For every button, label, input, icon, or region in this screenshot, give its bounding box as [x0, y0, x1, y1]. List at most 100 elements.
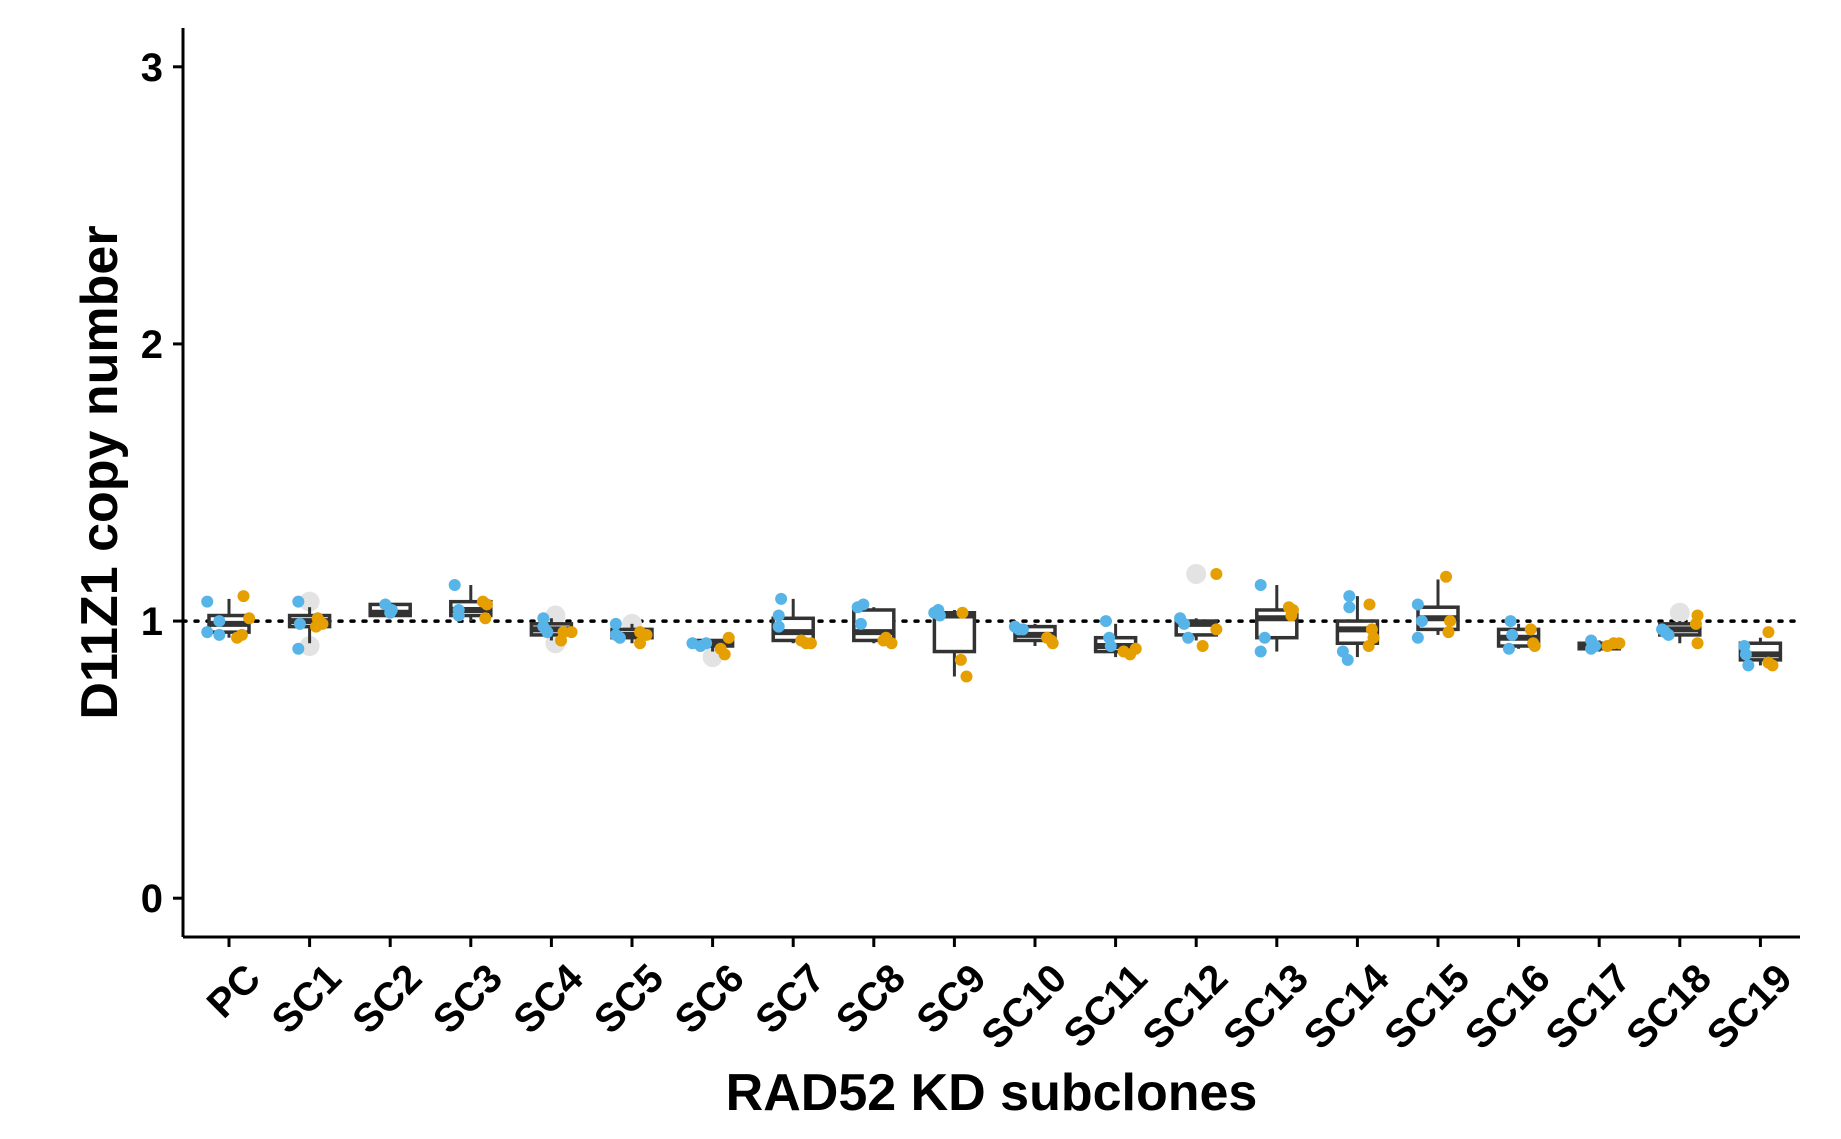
point-series-a: [452, 609, 465, 622]
point-series-a: [1742, 659, 1755, 672]
point-series-b: [237, 590, 250, 603]
point-series-b: [1527, 637, 1540, 650]
y-tick-label: 0: [141, 877, 163, 921]
point-series-b: [310, 620, 323, 633]
point-series-a: [292, 642, 305, 655]
point-series-b: [555, 634, 568, 647]
point-series-b: [480, 598, 493, 611]
point-series-a: [933, 609, 946, 622]
point-series-b: [804, 637, 817, 650]
point-series-a: [1504, 615, 1517, 628]
axes-layer: [181, 28, 1800, 939]
point-series-b: [1691, 637, 1704, 650]
point-series-b: [1129, 642, 1142, 655]
point-series-a: [384, 606, 397, 619]
box-SC9: [932, 609, 977, 677]
point-series-b: [1196, 640, 1209, 653]
x-tick-label: SC13: [1215, 956, 1317, 1058]
x-tick-label: SC2: [344, 956, 430, 1042]
outlier-point: [299, 636, 320, 657]
point-series-b: [1362, 640, 1375, 653]
point-series-a: [1343, 590, 1356, 603]
point-series-b: [640, 628, 653, 641]
point-series-b: [243, 612, 256, 625]
x-tick-label: SC14: [1296, 956, 1398, 1058]
point-series-b: [1689, 617, 1702, 630]
point-series-a: [1178, 617, 1191, 630]
point-series-a: [1415, 615, 1428, 628]
x-tick-label: SC16: [1457, 956, 1559, 1058]
x-tick-label: SC11: [1055, 956, 1155, 1056]
point-series-b: [960, 670, 973, 683]
point-series-a: [213, 615, 226, 628]
point-series-b: [718, 648, 731, 661]
y-axis-title: D11Z1 copy number: [71, 225, 129, 719]
point-series-a: [1254, 579, 1267, 592]
x-tick-label: SC3: [425, 956, 511, 1042]
point-series-a: [213, 628, 226, 641]
point-series-a: [609, 617, 622, 630]
point-series-b: [1613, 637, 1626, 650]
point-series-b: [1210, 623, 1223, 636]
x-ticks-layer: PCSC1SC2SC3SC4SC5SC6SC7SC8SC9SC10SC11SC1…: [199, 937, 1801, 1058]
point-series-a: [293, 617, 306, 630]
x-tick-label: SC18: [1618, 956, 1720, 1058]
x-tick-label: SC10: [973, 956, 1075, 1058]
x-tick-label: SC8: [828, 956, 914, 1042]
point-series-a: [1258, 631, 1271, 644]
point-series-a: [1411, 631, 1424, 644]
x-tick-label: SC6: [667, 956, 753, 1042]
y-tick-label: 3: [141, 46, 163, 90]
x-tick-label: SC7: [747, 956, 833, 1042]
point-series-a: [1341, 653, 1354, 666]
x-tick-label: SC15: [1376, 956, 1478, 1058]
point-series-a: [292, 595, 305, 608]
point-series-b: [722, 631, 735, 644]
point-series-b: [479, 612, 492, 625]
point-series-b: [565, 626, 578, 639]
point-series-a: [1343, 601, 1356, 614]
point-series-b: [634, 637, 647, 650]
point-series-b: [1444, 615, 1457, 628]
point-series-b: [1285, 609, 1298, 622]
point-series-a: [537, 612, 550, 625]
point-series-b: [1440, 570, 1453, 583]
point-series-a: [1182, 631, 1195, 644]
point-series-a: [772, 609, 785, 622]
point-series-b: [877, 634, 890, 647]
x-tick-label: SC1: [264, 956, 350, 1042]
point-series-a: [541, 626, 554, 639]
point-series-b: [956, 606, 969, 619]
point-series-a: [1104, 640, 1117, 653]
point-series-b: [231, 631, 244, 644]
x-tick-label: PC: [199, 956, 269, 1026]
outlier-points-layer: [299, 563, 1690, 668]
point-series-b: [1766, 659, 1779, 672]
x-tick-label: SC5: [586, 956, 672, 1042]
point-series-a: [775, 592, 788, 605]
outlier-point: [299, 591, 320, 612]
series-a-points-layer: [201, 579, 1755, 672]
x-axis-title: RAD52 KD subclones: [726, 1064, 1258, 1122]
point-series-a: [613, 631, 626, 644]
point-series-a: [1662, 628, 1675, 641]
point-series-a: [772, 620, 785, 633]
x-tick-label: SC4: [505, 956, 592, 1043]
point-series-a: [700, 637, 713, 650]
point-series-a: [1254, 645, 1267, 658]
outlier-point: [1669, 602, 1690, 623]
x-tick-label: SC12: [1134, 956, 1236, 1058]
point-series-a: [1589, 640, 1602, 653]
boxes-layer: [207, 579, 1783, 677]
y-tick-label: 2: [141, 323, 163, 367]
point-series-a: [1739, 648, 1752, 661]
point-series-a: [1016, 623, 1029, 636]
point-series-b: [1046, 637, 1059, 650]
point-series-b: [1363, 598, 1376, 611]
x-tick-label: SC19: [1699, 956, 1801, 1058]
point-series-a: [1099, 615, 1112, 628]
point-series-b: [1210, 567, 1223, 580]
point-series-b: [1442, 626, 1455, 639]
point-series-a: [201, 626, 214, 639]
